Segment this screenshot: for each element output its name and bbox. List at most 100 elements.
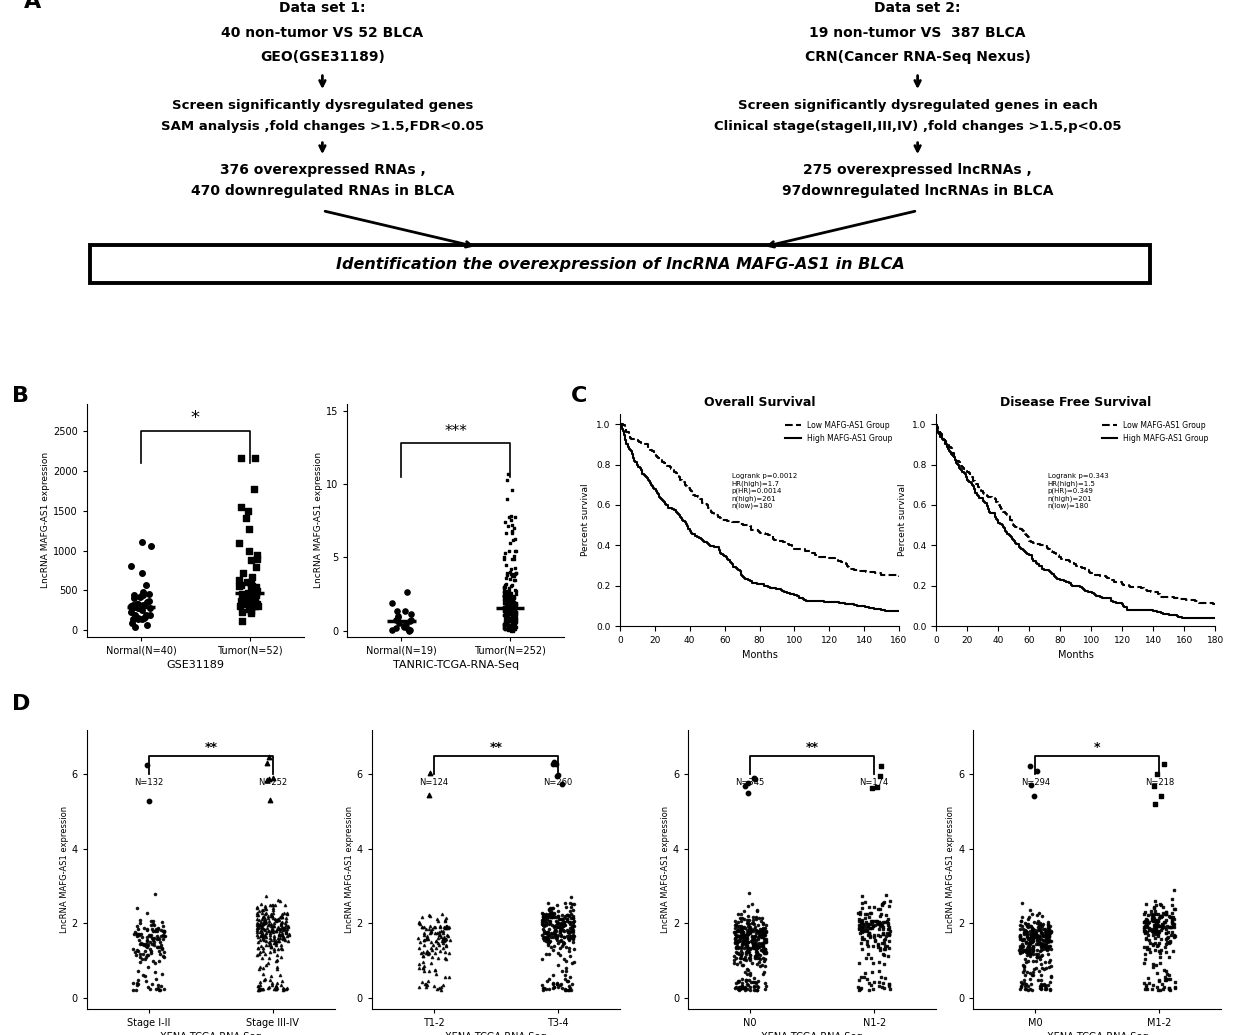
- Point: [255, 898, 275, 915]
- Point: [252, 920, 272, 937]
- Point: [734, 940, 754, 956]
- Point: [498, 604, 518, 621]
- Text: Identification the overexpression of lncRNA MAFG-AS1 in BLCA: Identification the overexpression of lnc…: [336, 257, 904, 272]
- Point: [861, 913, 880, 929]
- Point: [544, 905, 564, 921]
- Point: [745, 927, 765, 944]
- Point: [732, 937, 751, 953]
- Point: [556, 908, 575, 924]
- Point: [730, 921, 750, 938]
- Point: [272, 909, 291, 925]
- Point: [854, 930, 874, 947]
- Point: [536, 906, 556, 922]
- Point: [743, 930, 763, 947]
- Point: [140, 927, 160, 944]
- Point: [538, 937, 558, 953]
- Point: [1021, 933, 1040, 949]
- Point: [495, 611, 515, 627]
- Point: [425, 963, 445, 979]
- Point: [858, 975, 878, 992]
- Point: [139, 926, 159, 943]
- Point: [503, 589, 523, 605]
- Point: [1162, 896, 1182, 913]
- Point: [537, 917, 557, 934]
- Point: [1012, 894, 1032, 911]
- Point: [1146, 957, 1166, 974]
- Point: [1016, 922, 1035, 939]
- Point: [412, 974, 432, 990]
- Point: [278, 920, 298, 937]
- Point: [141, 936, 161, 952]
- Point: [536, 981, 556, 998]
- Point: [551, 933, 570, 949]
- Point: [756, 977, 776, 994]
- Point: [1140, 941, 1159, 957]
- Point: [436, 950, 456, 967]
- Point: [541, 903, 560, 919]
- Point: [743, 933, 763, 949]
- Point: [498, 613, 518, 629]
- Point: [505, 615, 525, 631]
- Point: [1023, 938, 1043, 954]
- Point: [1159, 971, 1179, 987]
- Point: [388, 609, 408, 625]
- Point: [1154, 914, 1174, 930]
- Point: [497, 518, 517, 534]
- Point: [506, 607, 526, 623]
- Point: [877, 924, 897, 941]
- Point: [754, 935, 774, 951]
- Point: [1011, 921, 1030, 938]
- Point: [129, 926, 149, 943]
- Point: [745, 938, 765, 954]
- Point: [548, 945, 568, 962]
- Point: [738, 962, 758, 978]
- Point: [725, 923, 745, 940]
- Point: [229, 598, 249, 615]
- Text: B: B: [12, 386, 30, 407]
- Point: [433, 933, 453, 949]
- Point: [267, 933, 286, 949]
- Point: [749, 938, 769, 954]
- Point: [238, 503, 258, 520]
- Point: [260, 938, 280, 954]
- Point: [870, 908, 890, 924]
- Point: [1145, 942, 1164, 958]
- Point: [503, 596, 523, 613]
- Point: [278, 933, 298, 949]
- Point: [259, 912, 279, 928]
- Point: [267, 978, 286, 995]
- Point: [259, 770, 279, 787]
- Point: [500, 617, 520, 633]
- Point: [749, 950, 769, 967]
- Point: [728, 927, 748, 944]
- Point: [501, 585, 521, 601]
- Point: [1141, 906, 1161, 922]
- Point: [1161, 934, 1180, 950]
- Point: [262, 917, 281, 934]
- Point: [1013, 930, 1033, 947]
- Point: [254, 933, 274, 949]
- Point: [533, 906, 553, 922]
- Point: [1143, 920, 1163, 937]
- Point: [500, 570, 520, 587]
- Point: [1037, 933, 1056, 949]
- Point: [1136, 914, 1156, 930]
- Point: [727, 975, 746, 992]
- Point: [1161, 919, 1180, 936]
- Point: [738, 924, 758, 941]
- Point: [563, 934, 583, 950]
- Point: [495, 620, 515, 637]
- Point: [732, 940, 751, 956]
- Point: [1042, 958, 1061, 975]
- Point: [1136, 911, 1156, 927]
- Point: [264, 918, 284, 935]
- Point: [260, 925, 280, 942]
- Point: [748, 928, 768, 945]
- Point: [746, 940, 766, 956]
- Point: [754, 920, 774, 937]
- Point: [562, 955, 582, 972]
- Point: [424, 919, 444, 936]
- Point: [433, 932, 453, 948]
- Point: [275, 915, 295, 932]
- Point: [1021, 932, 1040, 948]
